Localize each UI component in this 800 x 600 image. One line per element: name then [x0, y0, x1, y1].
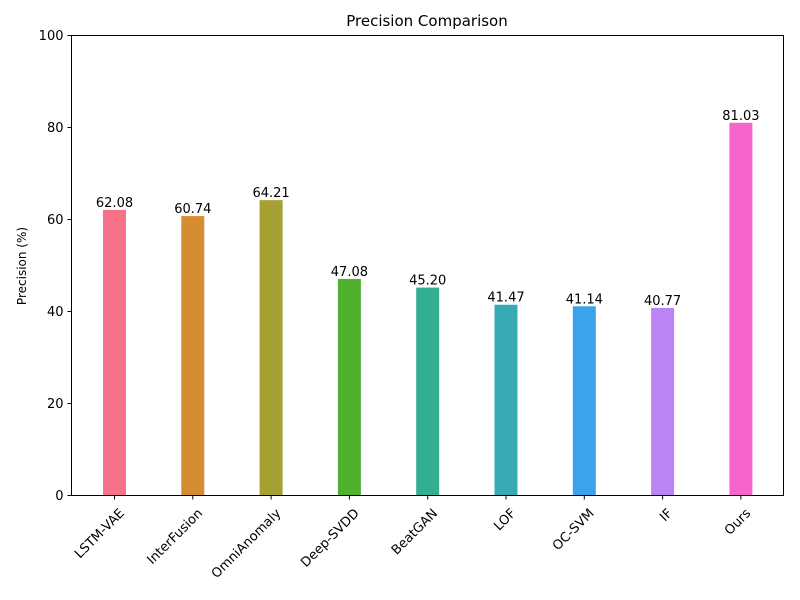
chart-title: Precision Comparison: [346, 12, 508, 30]
plot-frame: [71, 35, 784, 496]
y-tick-label: 80: [47, 121, 64, 136]
y-tick-label: 20: [47, 397, 64, 412]
y-tick-label: 40: [47, 305, 64, 320]
y-axis-label: Precision (%): [15, 227, 29, 305]
bar-ours: [729, 122, 753, 496]
bars-group: 62.08 60.74 64.21 47.08 45.20 41.47 41.14 40.77…: [96, 109, 760, 496]
x-tick-label: Deep-SVDD: [298, 506, 362, 570]
x-ticks-group: LSTM-VAE InterFusion OmniAnomaly Deep-SVDD B…: [72, 495, 754, 582]
x-tick-label: LOF: [491, 506, 519, 534]
bar-omnianomaly: [259, 200, 283, 496]
x-tick-label: OmniAnomaly: [209, 506, 285, 582]
data-label: 41.47: [487, 291, 524, 306]
data-label: 41.14: [566, 292, 603, 307]
bar-interfusion: [181, 216, 205, 496]
x-tick-label: BeatGAN: [389, 506, 441, 558]
x-tick-label: LSTM-VAE: [72, 506, 128, 562]
y-tick-label: 60: [47, 213, 64, 228]
x-tick-label: IF: [657, 506, 676, 525]
data-label: 47.08: [331, 265, 368, 280]
y-tick-label: 100: [39, 29, 64, 44]
y-tick-label: 0: [55, 489, 63, 504]
data-label: 40.77: [644, 294, 681, 309]
data-label: 81.03: [722, 109, 759, 124]
x-tick-label: Ours: [722, 506, 754, 538]
data-label: 60.74: [174, 202, 211, 217]
x-tick-label: OC-SVM: [550, 506, 598, 554]
bar-if: [651, 307, 675, 496]
bar-beatgan: [416, 287, 440, 496]
data-label: 45.20: [409, 274, 446, 289]
data-label: 62.08: [96, 196, 133, 211]
bar-lof: [494, 304, 518, 496]
bar-deep-svdd: [337, 278, 361, 496]
y-ticks-group: 0 20 40 60 80 100: [39, 29, 72, 504]
bar-lstm-vae: [103, 209, 126, 496]
bar-oc-svm: [572, 306, 596, 496]
data-label: 64.21: [252, 186, 289, 201]
x-tick-label: InterFusion: [144, 506, 206, 568]
